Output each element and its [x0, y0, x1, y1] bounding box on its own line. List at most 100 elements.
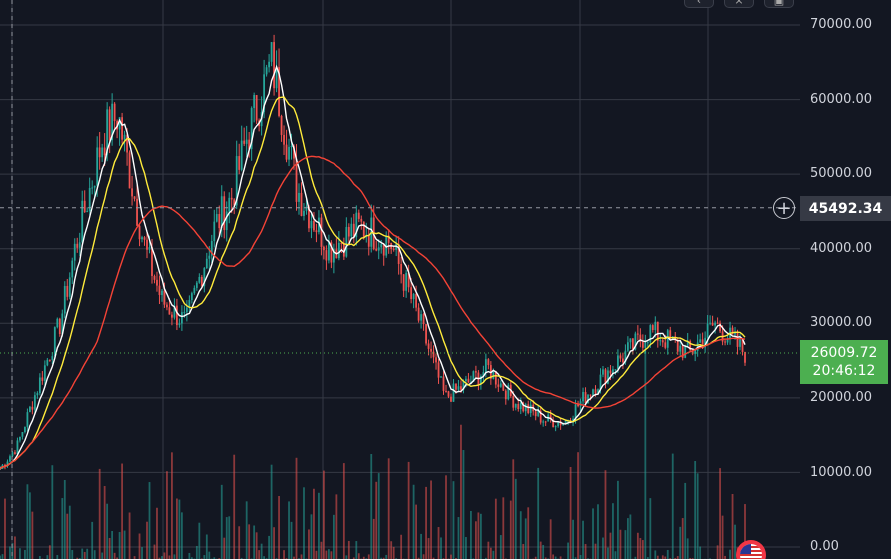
candle-body: [442, 376, 445, 391]
candle-body: [280, 115, 283, 135]
candle-body: [161, 290, 163, 295]
volume-bar: [352, 557, 355, 559]
volume-bar: [392, 546, 395, 559]
volume-bar: [48, 545, 51, 559]
candle-body: [171, 314, 173, 318]
candle-body: [210, 241, 213, 256]
candle-body: [619, 355, 622, 359]
volume-bar: [417, 557, 420, 559]
volume-bar: [148, 482, 151, 559]
candle-body: [691, 350, 694, 354]
candle-body: [327, 242, 330, 261]
volume-bar: [24, 549, 26, 559]
candle-body: [4, 464, 6, 467]
candle-body: [579, 401, 582, 407]
candle-body: [651, 325, 654, 331]
candle-body: [400, 263, 403, 275]
volume-bar: [342, 463, 345, 559]
camera-icon[interactable]: ▣: [764, 0, 794, 8]
volume-bar: [636, 532, 639, 559]
candle-body: [113, 103, 116, 122]
candle-body: [213, 221, 216, 242]
candle-body: [375, 248, 378, 251]
candle-body: [278, 67, 280, 116]
volume-bar: [66, 513, 69, 559]
volume-bar: [1, 554, 4, 559]
volume-bar: [696, 473, 699, 559]
volume-bar: [569, 466, 572, 559]
volume-bar: [38, 556, 41, 559]
candle-body: [300, 192, 303, 216]
candle-body: [549, 414, 552, 420]
volume-bar: [626, 518, 629, 559]
candle-body: [385, 235, 388, 256]
close-icon[interactable]: ×: [724, 0, 754, 8]
candle-body: [539, 410, 542, 423]
volume-bar: [734, 524, 736, 559]
volume-bar: [609, 532, 612, 559]
candle-body: [228, 197, 231, 212]
volume-bar: [542, 544, 545, 559]
candle-body: [554, 426, 557, 428]
candle-body: [308, 206, 310, 229]
volume-bar: [101, 552, 104, 559]
volume-bar: [639, 538, 642, 559]
chevron-left-icon[interactable]: ‹: [684, 0, 714, 8]
volume-bar: [716, 545, 719, 559]
candle-body: [218, 214, 221, 229]
volume-bar: [270, 464, 273, 559]
volume-bar: [138, 533, 141, 559]
volume-bar: [387, 458, 390, 559]
volume-bar: [303, 487, 305, 559]
volume-bar: [679, 526, 682, 559]
volume-bar: [686, 538, 689, 559]
candle-body: [223, 196, 226, 231]
candle-body: [360, 218, 363, 222]
candle-body: [392, 248, 395, 250]
volume-bar: [502, 497, 505, 559]
volume-bar: [133, 556, 136, 559]
candle-body: [96, 147, 99, 186]
candle-body: [445, 390, 447, 392]
volume-bar: [552, 554, 555, 559]
candle-body: [166, 304, 168, 308]
candle-body: [484, 359, 487, 373]
plus-circle-icon[interactable]: +: [773, 197, 795, 219]
candle-body: [156, 279, 158, 286]
candle-body: [430, 348, 432, 352]
candle-body: [572, 418, 574, 423]
volume-bar: [68, 505, 71, 559]
volume-bar: [430, 480, 432, 559]
volume-bar: [656, 555, 659, 559]
ma-mid-line: [0, 96, 746, 470]
volume-bar: [452, 481, 455, 559]
volume-bar: [646, 557, 649, 559]
candle-body: [736, 332, 739, 347]
volume-bar: [617, 480, 619, 559]
candle-body: [537, 410, 540, 417]
volume-bar: [579, 555, 582, 559]
volume-bar: [355, 541, 358, 559]
candle-body: [303, 210, 305, 216]
volume-bar: [724, 555, 726, 559]
candle-body: [56, 318, 59, 328]
candle-body: [273, 42, 275, 89]
volume-bar: [664, 556, 667, 559]
volume-bar: [156, 507, 158, 559]
candle-body: [599, 374, 602, 390]
volume-bar: [634, 556, 637, 559]
candle-body: [176, 305, 178, 326]
candle-body: [455, 383, 457, 390]
volume-bar: [462, 450, 465, 559]
candle-body: [380, 244, 383, 248]
candle-body: [425, 324, 427, 344]
candle-body: [46, 359, 49, 366]
candle-body: [607, 370, 609, 384]
volume-bar: [592, 508, 594, 559]
volume-bar: [278, 496, 280, 559]
volume-bar: [537, 467, 540, 559]
us-flag-icon[interactable]: [736, 540, 766, 559]
candle-body: [48, 359, 51, 361]
volume-bar: [492, 550, 495, 559]
